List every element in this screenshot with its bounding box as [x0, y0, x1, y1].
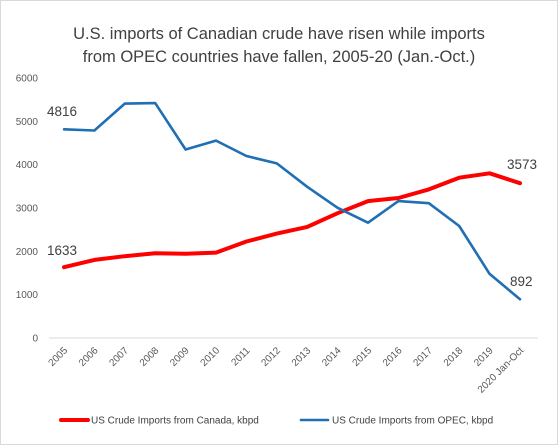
x-tick-label: 2005	[47, 345, 71, 369]
x-tick-label: 2008	[138, 345, 162, 369]
legend-label: US Crude Imports from Canada, kbpd	[91, 416, 259, 427]
x-tick-label: 2019	[472, 345, 496, 369]
x-tick-label: 2013	[290, 345, 314, 369]
chart-title: U.S. imports of Canadian crude have rise…	[73, 25, 485, 66]
x-tick-label: 2010	[199, 345, 223, 369]
chart-title-line-2: from OPEC countries have fallen, 2005-20…	[83, 48, 476, 66]
series-lines	[62, 101, 522, 301]
y-tick-label: 3000	[16, 204, 39, 215]
y-axis-tick-labels: 0 1000 2000 3000 4000 5000 6000	[16, 74, 39, 345]
x-tick-label: 2009	[168, 345, 192, 369]
x-tick-label: 2007	[107, 345, 131, 369]
x-tick-label: 2018	[442, 345, 466, 369]
x-tick-label: 2017	[411, 345, 435, 369]
x-tick-label: 2012	[259, 345, 283, 369]
x-tick-label: 2014	[320, 345, 344, 369]
y-tick-label: 4000	[16, 160, 39, 171]
x-tick-label: 2006	[77, 345, 101, 369]
x-tick-label: 2011	[230, 345, 253, 368]
y-tick-label: 5000	[16, 117, 39, 128]
series-line-canada	[62, 171, 522, 270]
legend-label: US Crude Imports from OPEC, kbpd	[332, 416, 493, 427]
data-annotation: 1633	[47, 243, 77, 258]
y-tick-label: 2000	[16, 247, 39, 258]
series-line-opec	[62, 101, 522, 301]
y-tick-label: 1000	[16, 290, 39, 301]
data-annotation: 4816	[47, 104, 77, 119]
data-annotation: 3573	[507, 157, 537, 172]
data-annotations: 4816 1633 3573 892	[47, 104, 537, 289]
x-axis-tick-labels: 2005 2006 2007 2008 2009 2010 2011 2012 2013 2014…	[47, 345, 527, 396]
x-tick-label: 2016	[381, 345, 405, 369]
x-tick-label: 2015	[351, 345, 375, 369]
chart-title-line-1: U.S. imports of Canadian crude have rise…	[73, 25, 485, 43]
y-tick-label: 0	[32, 334, 38, 345]
legend: US Crude Imports from Canada, kbpd US Cru…	[59, 416, 493, 427]
data-annotation: 892	[510, 274, 533, 289]
y-tick-label: 6000	[16, 74, 39, 85]
